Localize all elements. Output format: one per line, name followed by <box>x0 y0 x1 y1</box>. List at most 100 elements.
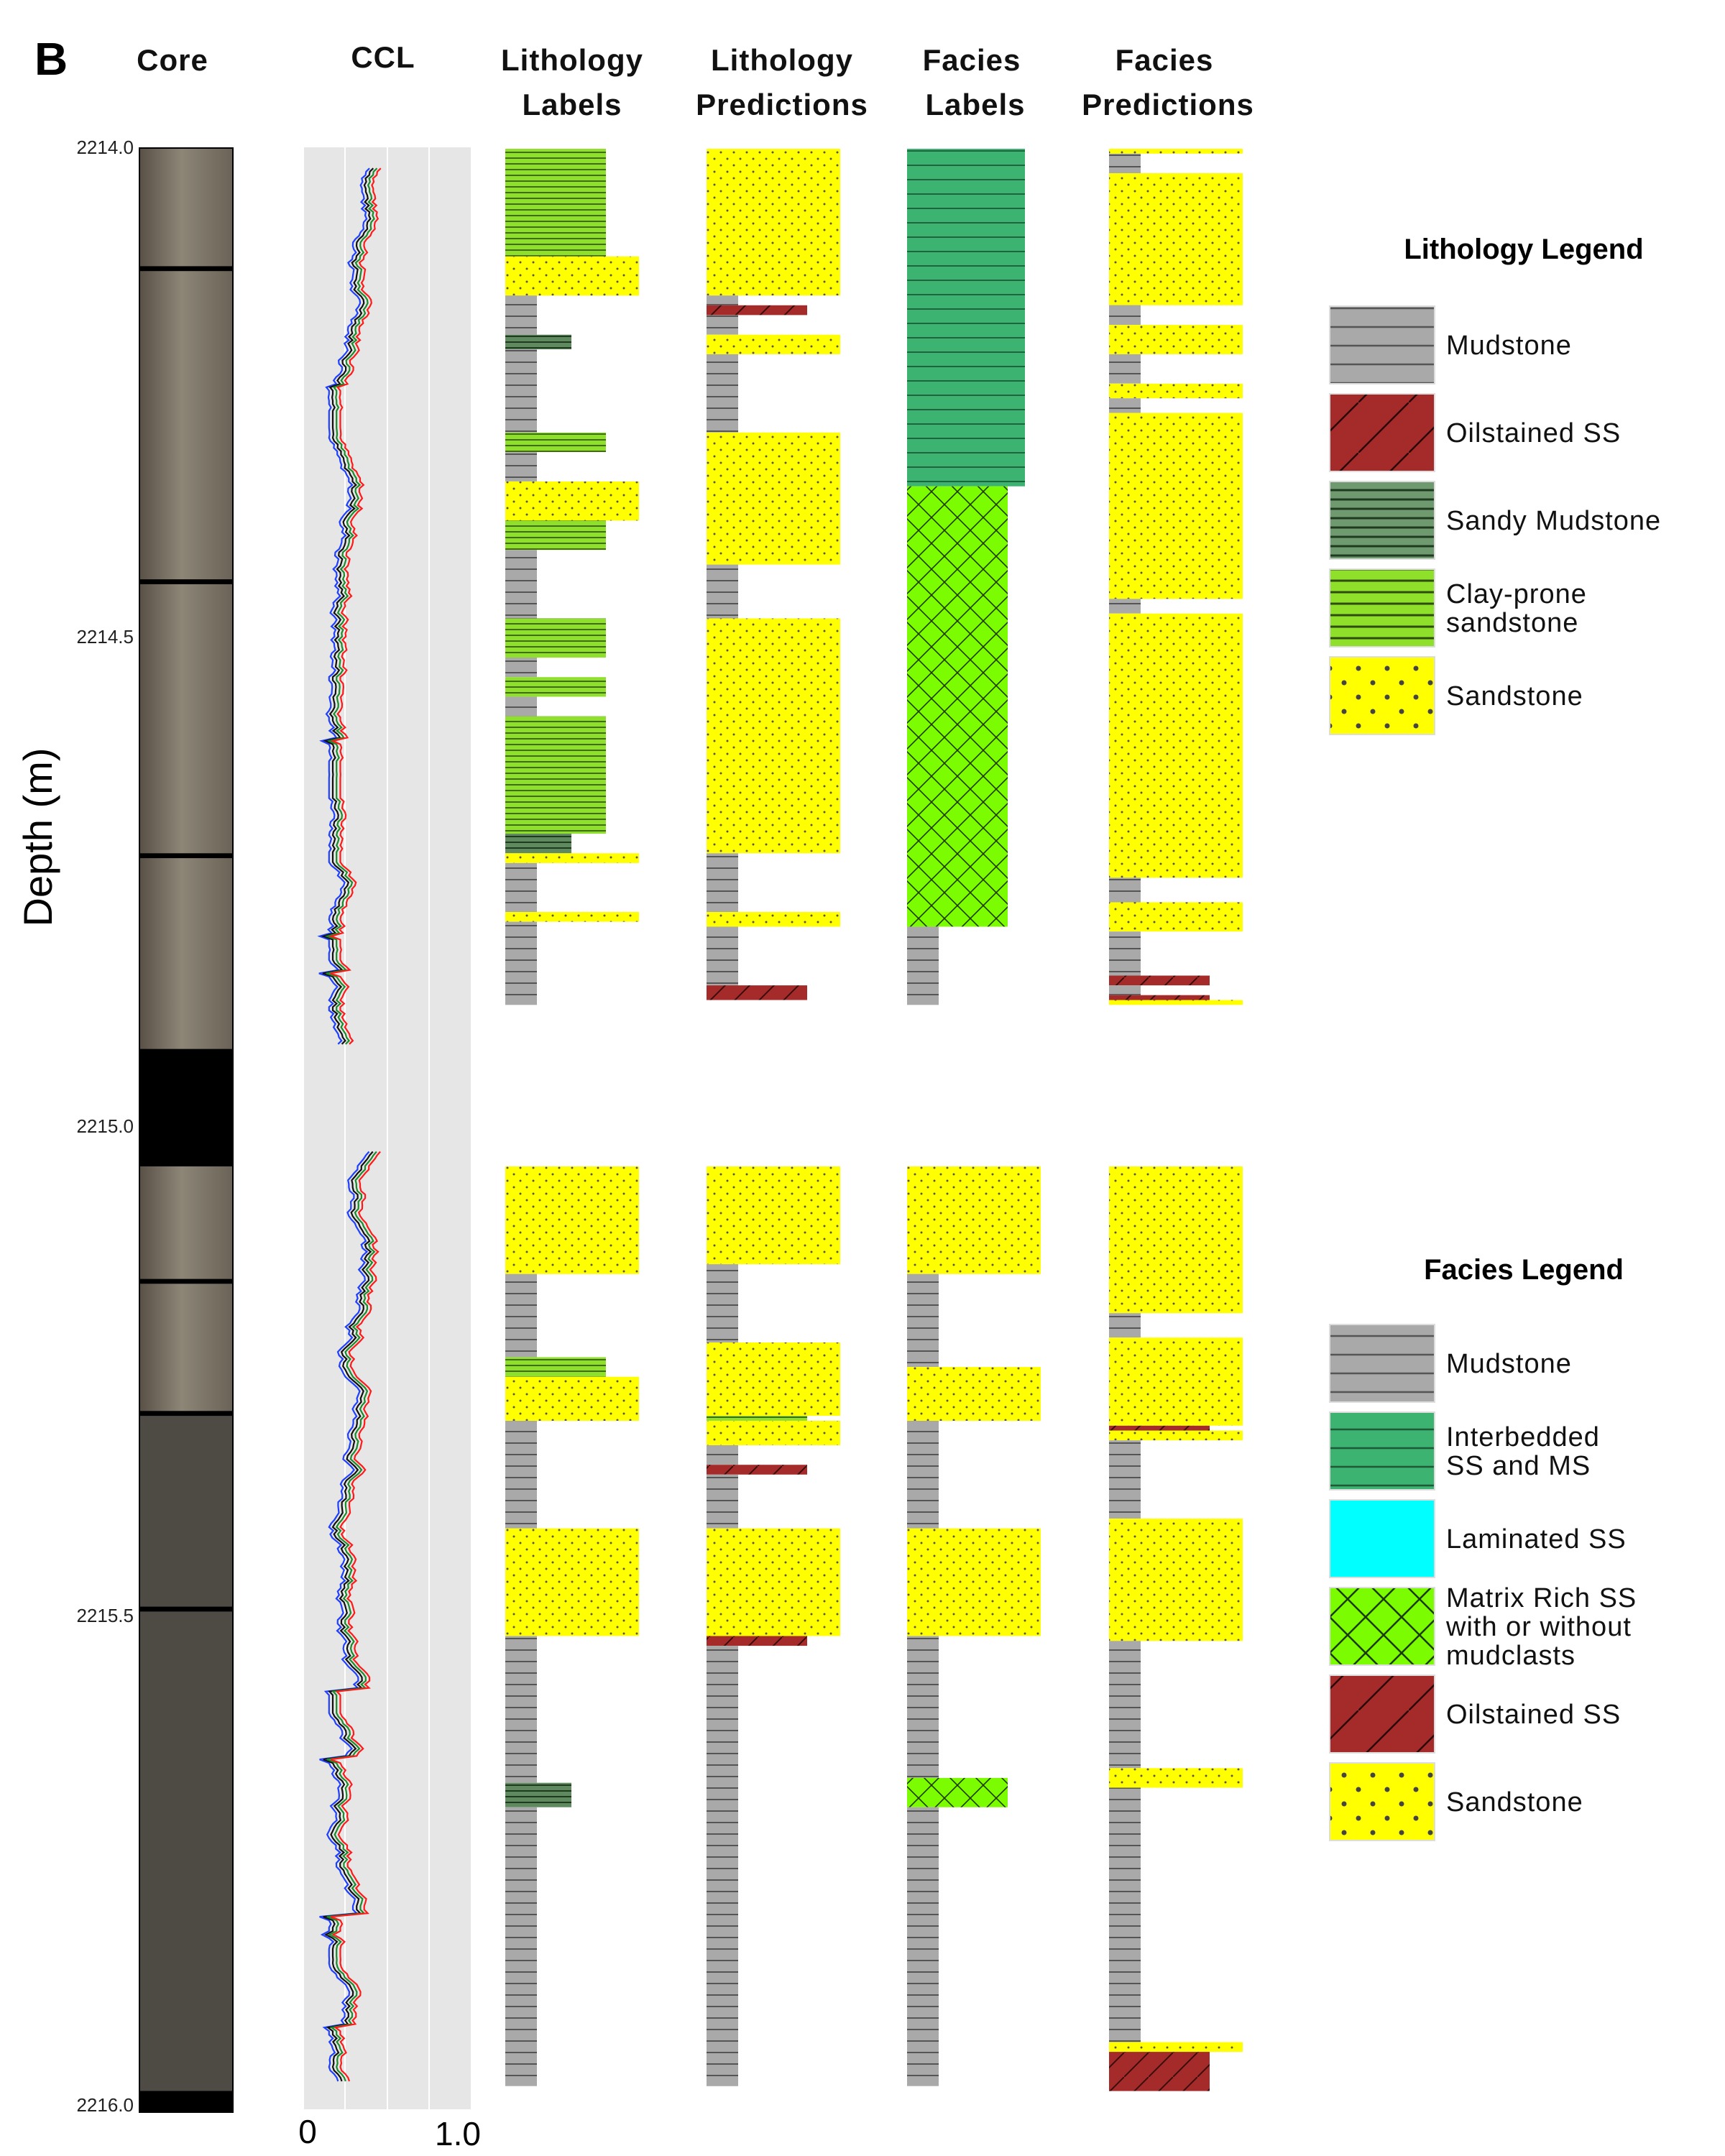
interval-clay <box>505 716 606 834</box>
depth-axis: 2214.0 2214.5 2215.0 2215.5 2216.0 <box>76 137 134 2116</box>
interval-sand <box>707 912 840 927</box>
legend-label: Oilstained SS <box>1446 1700 1621 1730</box>
header-lith-pred-1: Lithology <box>711 43 853 77</box>
interval-mud <box>1109 1440 1141 1519</box>
interval-mud <box>907 1636 939 1778</box>
interval-mud <box>707 1646 738 2086</box>
panel-label: B <box>34 33 68 85</box>
legend-item-sand: Sandstone <box>1329 1762 1583 1841</box>
header-lith-labels-1: Lithology <box>501 43 643 77</box>
interval-sand <box>1109 1166 1243 1314</box>
interval-sand <box>505 853 639 863</box>
lithology-legend-title: Lithology Legend <box>1404 234 1643 265</box>
interval-oil <box>707 985 807 1000</box>
depth-tick: 2214.0 <box>76 137 134 158</box>
header-lith-pred-2: Predictions <box>696 88 868 121</box>
legend-label: Laminated SS <box>1446 1524 1627 1554</box>
core-piece <box>140 858 232 1049</box>
interval-mud <box>707 1474 738 1529</box>
legend-swatch <box>1329 305 1435 384</box>
legend-label: SS and MS <box>1446 1451 1591 1481</box>
depth-axis-label: Depth (m) <box>15 748 60 927</box>
interval-sand <box>505 1376 639 1421</box>
ccl-curve <box>324 167 378 1045</box>
core-photo <box>139 147 234 2113</box>
legend-item-mud: Mudstone <box>1329 1324 1572 1403</box>
interval-mud <box>505 1636 537 1783</box>
interval-oil <box>707 1636 807 1646</box>
interval-mud <box>505 921 537 1005</box>
interval-mud <box>707 926 738 986</box>
core-piece <box>140 1416 232 1607</box>
ccl-curve <box>321 167 374 1045</box>
interval-sand <box>505 1166 639 1274</box>
ccl-curve <box>330 1151 381 2082</box>
legend-label: Oilstained SS <box>1446 418 1621 448</box>
legend-swatch <box>1329 1587 1435 1666</box>
legend-swatch <box>1329 568 1435 648</box>
interval-oil <box>1109 2052 1210 2091</box>
legend-label: Sandstone <box>1446 1787 1583 1818</box>
legend-swatch <box>1329 393 1435 472</box>
legend-swatch <box>1329 1762 1435 1841</box>
interval-oil <box>1109 1425 1210 1431</box>
legend-item-lam: Laminated SS <box>1329 1499 1627 1578</box>
legend-label: Clay-prone <box>1446 579 1587 609</box>
interval-mud <box>707 1445 738 1465</box>
interval-sand <box>707 149 840 296</box>
interval-mud <box>707 354 738 433</box>
core-piece <box>140 271 232 580</box>
interval-inter <box>907 149 1025 487</box>
interval-mud <box>1109 877 1141 903</box>
interval-mud <box>707 1264 738 1342</box>
legend-label: Mudstone <box>1446 1349 1572 1379</box>
interval-clay <box>707 1416 807 1421</box>
ccl-curve <box>319 1151 370 2082</box>
interval-mud <box>505 696 537 717</box>
interval-mud <box>707 564 738 619</box>
interval-smud <box>505 834 571 854</box>
interval-smud <box>505 334 571 350</box>
legend-swatch <box>1329 481 1435 560</box>
legend-swatch <box>1329 1324 1435 1403</box>
interval-mud <box>1109 153 1141 173</box>
interval-sand <box>1109 413 1243 599</box>
interval-sand <box>1109 1519 1243 1641</box>
ccl-curve <box>317 167 370 1045</box>
legend-label: sandstone <box>1446 608 1578 638</box>
legend-label: Sandy Mudstone <box>1446 506 1661 536</box>
interval-mud <box>505 1273 537 1358</box>
legend-label: with or without <box>1445 1612 1632 1642</box>
interval-sand <box>1109 902 1243 932</box>
track-facies-labels <box>907 149 1041 2086</box>
interval-oil <box>707 305 807 315</box>
interval-clay <box>505 432 606 452</box>
header-facies-labels-2: Labels <box>925 88 1025 121</box>
interval-sand <box>1109 1337 1243 1426</box>
interval-sand <box>1109 1430 1243 1441</box>
interval-sand <box>907 1367 1041 1421</box>
interval-sand <box>707 618 840 854</box>
interval-mud <box>1109 599 1141 614</box>
depth-tick: 2215.0 <box>76 1115 134 1137</box>
ccl-tick-1: 1.0 <box>435 2115 481 2152</box>
legend-swatch <box>1329 1674 1435 1754</box>
legend-swatch <box>1329 1411 1435 1491</box>
ccl-curve <box>328 167 382 1045</box>
interval-sand <box>505 256 639 296</box>
ccl-track <box>304 147 471 2109</box>
interval-clay <box>505 677 606 697</box>
legend-label: Sandstone <box>1446 681 1583 711</box>
interval-clay <box>505 149 606 257</box>
interval-sand <box>707 1528 840 1636</box>
interval-clay <box>505 1357 606 1377</box>
track-lithology-labels <box>505 149 639 2086</box>
legend-label: Mudstone <box>1446 331 1572 361</box>
legend-label: mudclasts <box>1446 1641 1576 1671</box>
interval-mud <box>907 1273 939 1367</box>
interval-mud <box>1109 985 1141 995</box>
core-piece <box>140 1284 232 1411</box>
ccl-curve <box>323 1151 374 2082</box>
